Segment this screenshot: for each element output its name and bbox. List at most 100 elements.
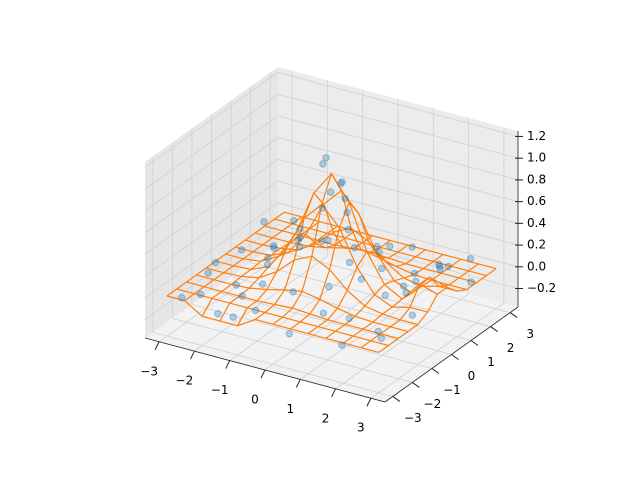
scatter-point bbox=[373, 242, 381, 251]
scatter-point bbox=[408, 311, 417, 319]
grid-line bbox=[277, 137, 519, 203]
z-tick-label: 0.0 bbox=[527, 259, 546, 273]
scatter-point bbox=[338, 178, 346, 186]
scatter-point bbox=[214, 310, 222, 318]
scatter-point bbox=[238, 292, 246, 300]
scatter-point bbox=[322, 154, 330, 162]
scatter-point bbox=[377, 334, 386, 342]
y-tick bbox=[412, 382, 420, 388]
scatter-point bbox=[178, 294, 186, 302]
z-tick-label: −0.2 bbox=[527, 281, 556, 295]
scatter-point bbox=[264, 254, 272, 262]
scatter-point bbox=[399, 282, 408, 290]
scatter-point bbox=[232, 281, 240, 289]
wireframe-column bbox=[360, 263, 479, 349]
grid-line bbox=[144, 115, 279, 212]
x-tick bbox=[154, 341, 160, 350]
x-tick-label: 3 bbox=[357, 421, 365, 435]
wireframe-column bbox=[184, 216, 303, 302]
scatter-point bbox=[341, 194, 349, 203]
y-tick bbox=[392, 396, 401, 402]
scatter-point bbox=[327, 188, 335, 196]
grid-line bbox=[230, 276, 472, 341]
scatter-point bbox=[296, 225, 304, 233]
grid-line bbox=[144, 224, 279, 320]
grid-line bbox=[144, 72, 279, 168]
grid-line bbox=[277, 224, 519, 289]
scatter-point bbox=[258, 280, 267, 288]
scatter-point bbox=[338, 341, 346, 349]
scatter-point bbox=[374, 327, 382, 336]
scatter-point bbox=[375, 248, 383, 256]
grid-line bbox=[144, 93, 279, 190]
scatter-point bbox=[319, 160, 327, 168]
scatter-point bbox=[263, 260, 272, 269]
scatter-point bbox=[270, 242, 278, 250]
grid-line bbox=[277, 93, 519, 159]
scatter-point bbox=[204, 269, 212, 277]
scatter-point bbox=[318, 237, 326, 245]
scatter-point bbox=[318, 204, 327, 212]
scatter-point bbox=[344, 225, 352, 234]
scatter-point bbox=[196, 290, 205, 299]
scatter-point bbox=[381, 291, 389, 300]
scatter-point bbox=[410, 269, 419, 278]
scatter-point bbox=[343, 208, 351, 217]
y-tick-label: 1 bbox=[487, 355, 495, 369]
scatter-point bbox=[467, 278, 475, 286]
grid-line bbox=[144, 159, 279, 255]
scatter-point bbox=[337, 179, 345, 188]
scatter-point bbox=[285, 330, 293, 338]
scatter-point bbox=[319, 309, 328, 317]
y-tick-label: −2 bbox=[424, 397, 442, 411]
scatter-point bbox=[386, 242, 394, 250]
y-tick-label: 0 bbox=[468, 369, 476, 383]
wireframe-column bbox=[166, 211, 285, 297]
scatter-point bbox=[290, 217, 298, 225]
scatter-point bbox=[436, 265, 444, 273]
scatter-point bbox=[270, 244, 278, 252]
scatter-point bbox=[435, 260, 443, 268]
wireframe-column bbox=[343, 258, 462, 344]
wireframe-column bbox=[325, 254, 444, 339]
scatter-point bbox=[466, 254, 475, 263]
x-tick bbox=[331, 388, 337, 398]
scatter-point bbox=[444, 262, 452, 271]
grid-line bbox=[250, 262, 491, 327]
wireframe-column bbox=[219, 225, 338, 322]
x-tick-label: −2 bbox=[176, 374, 194, 388]
scatter-point bbox=[325, 283, 333, 291]
y-tick bbox=[451, 354, 459, 360]
scatter-point bbox=[251, 306, 260, 315]
y-tick-label: 2 bbox=[507, 341, 515, 355]
scatter-point bbox=[408, 243, 416, 251]
scatter-point bbox=[377, 264, 386, 273]
z-tick-label: 1.2 bbox=[527, 129, 546, 143]
grid-line bbox=[277, 115, 519, 181]
y-tick-label: −3 bbox=[404, 411, 422, 425]
scatter-point bbox=[260, 217, 268, 226]
x-tick-label: 1 bbox=[286, 402, 294, 416]
scatter-point bbox=[435, 262, 444, 271]
y-tick-label: −1 bbox=[443, 383, 461, 397]
y-tick-label: 3 bbox=[526, 327, 534, 341]
z-tick-label: 0.4 bbox=[527, 216, 546, 230]
scatter-point bbox=[229, 313, 237, 321]
wireframe-column bbox=[254, 191, 373, 320]
grid-line bbox=[277, 158, 519, 224]
scatter-point bbox=[357, 275, 366, 283]
scatter-point bbox=[324, 236, 332, 245]
scatter-point bbox=[211, 258, 220, 267]
grid-line bbox=[277, 180, 519, 246]
scatter-point bbox=[402, 289, 410, 297]
z-tick-label: 0.8 bbox=[527, 172, 546, 186]
grid-line bbox=[211, 290, 452, 355]
x-tick bbox=[225, 360, 231, 369]
z-tick-label: 0.6 bbox=[527, 194, 546, 208]
scatter-point bbox=[296, 233, 304, 242]
grid-line bbox=[172, 318, 413, 383]
z-tick-label: 0.2 bbox=[527, 238, 546, 252]
x-tick-label: 2 bbox=[322, 411, 330, 425]
x-tick bbox=[295, 379, 301, 388]
